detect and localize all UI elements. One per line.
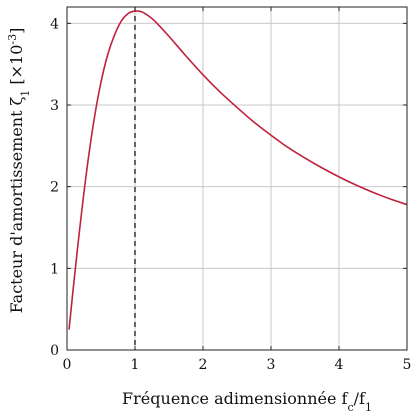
x-tick-label: 4 [335, 357, 344, 373]
y-tick-label: 1 [50, 261, 59, 277]
series-line [68, 10, 408, 330]
x-tick-label: 0 [63, 357, 72, 373]
plot-marks [68, 7, 408, 350]
x-tick-label: 1 [131, 357, 140, 373]
y-tick-label: 3 [50, 98, 59, 114]
y-tick-label: 4 [50, 16, 59, 32]
x-axis-label: Fréquence adimensionnée fc/f1 [122, 389, 372, 414]
x-tick-label: 3 [267, 357, 276, 373]
x-tick-label: 2 [199, 357, 208, 373]
axis-ticks: 0 1 2 3 4 5 0 1 2 3 4 [50, 7, 411, 373]
plot-frame [66, 6, 408, 351]
grid [67, 7, 407, 350]
x-tick-label: 5 [403, 357, 412, 373]
y-tick-label: 0 [50, 343, 59, 359]
y-tick-label: 2 [50, 180, 59, 196]
y-axis-label: Facteur d'amortissement ζ1 [×10-3] [6, 28, 32, 314]
